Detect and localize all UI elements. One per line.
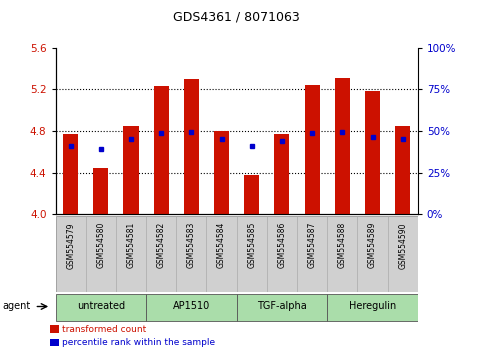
Text: untreated: untreated: [77, 302, 125, 312]
Bar: [56, 293, 146, 321]
Bar: [63, 134, 78, 214]
Bar: [305, 85, 320, 214]
Text: GSM554587: GSM554587: [308, 222, 317, 268]
Text: GSM554586: GSM554586: [277, 222, 286, 268]
Bar: [365, 91, 380, 214]
Text: Heregulin: Heregulin: [349, 302, 396, 312]
Text: GSM554582: GSM554582: [156, 222, 166, 268]
Bar: [93, 169, 108, 214]
Text: GSM554583: GSM554583: [187, 222, 196, 268]
Text: GSM554581: GSM554581: [127, 222, 136, 268]
Text: agent: agent: [3, 302, 31, 312]
Legend: transformed count, percentile rank within the sample: transformed count, percentile rank withi…: [50, 325, 215, 347]
Bar: [146, 293, 237, 321]
Bar: [274, 134, 289, 214]
Bar: [154, 86, 169, 214]
Text: GSM554590: GSM554590: [398, 222, 407, 269]
Bar: [237, 293, 327, 321]
Text: GSM554588: GSM554588: [338, 222, 347, 268]
Text: GDS4361 / 8071063: GDS4361 / 8071063: [173, 10, 300, 23]
Text: AP1510: AP1510: [173, 302, 210, 312]
Bar: [124, 126, 139, 214]
Text: GSM554589: GSM554589: [368, 222, 377, 268]
Text: GSM554580: GSM554580: [96, 222, 105, 268]
Bar: [244, 175, 259, 214]
Text: GSM554585: GSM554585: [247, 222, 256, 268]
Text: TGF-alpha: TGF-alpha: [257, 302, 307, 312]
Bar: [184, 79, 199, 214]
Bar: [327, 293, 418, 321]
Bar: [395, 126, 410, 214]
Text: GSM554584: GSM554584: [217, 222, 226, 268]
Text: GSM554579: GSM554579: [66, 222, 75, 269]
Bar: [214, 131, 229, 214]
Bar: [335, 78, 350, 214]
